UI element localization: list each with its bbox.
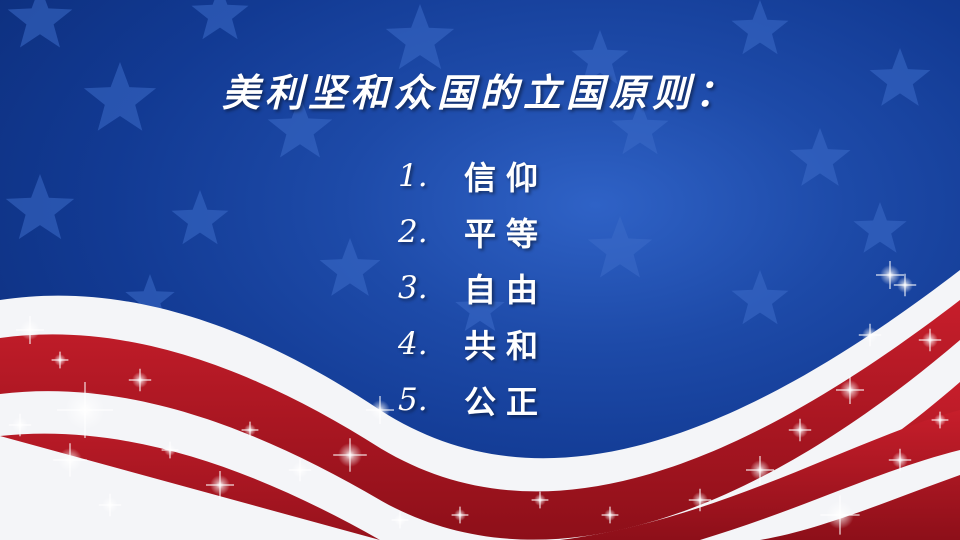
item-number: 5. — [398, 382, 428, 418]
sparkle-icon — [820, 495, 860, 535]
star-icon — [789, 128, 851, 186]
star-icon — [455, 284, 505, 331]
sparkle-icon — [746, 456, 774, 484]
star-icon — [171, 190, 229, 245]
star-icon — [571, 30, 629, 85]
slide-title: 美利坚和众国的立国原则： — [221, 70, 738, 115]
sparkle-icon — [53, 443, 87, 477]
list-item: 3. 自由 — [398, 260, 548, 316]
stripe-red-2 — [0, 382, 960, 540]
item-text: 公正 — [464, 383, 549, 421]
item-number: 2. — [398, 214, 428, 250]
item-text: 共和 — [464, 327, 549, 365]
sparkle-icon — [836, 376, 864, 404]
sparkle-icon — [16, 316, 44, 344]
sparkle-icon — [888, 448, 912, 472]
sparkle-icon — [601, 506, 619, 524]
star-icon — [191, 0, 249, 40]
list-item: 2. 平等 — [398, 204, 548, 260]
item-number: 4. — [398, 326, 428, 362]
star-icon — [319, 238, 381, 296]
item-text: 信仰 — [464, 159, 549, 197]
stripe-white-4 — [700, 450, 960, 540]
sparkle-icon — [858, 323, 882, 347]
principles-list: 1. 信仰 2. 平等 3. 自由 4. 共和 5. 公正 — [398, 148, 548, 428]
star-pattern — [5, 0, 931, 331]
list-item: 5. 公正 — [398, 372, 548, 428]
sparkle-icon — [333, 438, 367, 472]
star-icon — [83, 62, 157, 131]
star-icon — [869, 48, 931, 106]
star-icon — [385, 4, 455, 70]
sparkle-icon — [98, 493, 122, 517]
list-item: 1. 信仰 — [398, 148, 548, 204]
sparkle-icon — [918, 328, 942, 352]
star-icon — [125, 274, 175, 321]
sparkle-icon — [57, 382, 113, 438]
sparkle-icon — [128, 368, 152, 392]
sparkle-icon — [876, 261, 904, 289]
item-number: 3. — [398, 270, 428, 306]
sparkle-icon — [788, 418, 812, 442]
item-text: 平等 — [464, 215, 549, 253]
sparkle-icon — [688, 488, 712, 512]
star-icon — [587, 216, 653, 278]
sparkle-icon — [241, 421, 259, 439]
sparkle-icon — [391, 511, 409, 529]
sparkle-icon — [531, 491, 549, 509]
star-icon — [853, 202, 907, 253]
star-icon — [267, 96, 333, 158]
star-icon — [5, 174, 75, 240]
sparkle-icon — [161, 441, 179, 459]
sparkle-icon — [931, 411, 949, 429]
star-icon — [611, 100, 669, 155]
sparkle-icon — [893, 273, 917, 297]
star-icon — [731, 0, 789, 55]
sparkle-layer — [8, 261, 949, 535]
stripe-white-3 — [0, 476, 330, 540]
list-item: 4. 共和 — [398, 316, 548, 372]
item-number: 1. — [398, 158, 428, 194]
sparkle-icon — [451, 506, 469, 524]
sparkle-icon — [366, 396, 394, 424]
sparkle-icon — [8, 413, 32, 437]
sparkle-icon — [288, 458, 312, 482]
sparkle-icon — [51, 351, 69, 369]
item-text: 自由 — [464, 271, 549, 309]
flag-stripes — [0, 270, 960, 540]
star-icon — [731, 270, 789, 325]
star-icon — [7, 0, 73, 48]
sparkle-icon — [206, 471, 234, 499]
